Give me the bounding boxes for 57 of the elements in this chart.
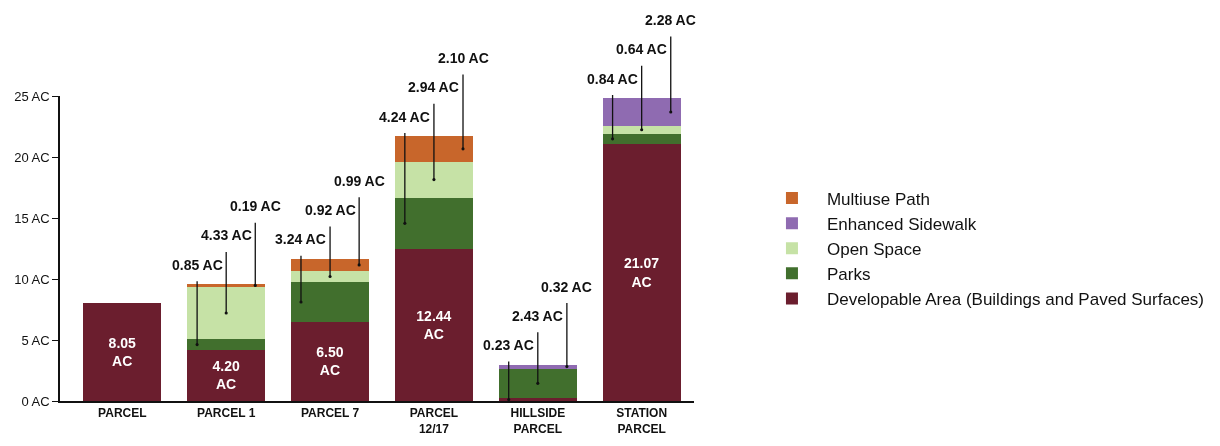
bar xyxy=(187,339,266,350)
y-tick-label: 0 AC xyxy=(21,393,50,409)
data-label: 0.64 AC xyxy=(616,41,667,57)
bar xyxy=(394,161,473,198)
data-label: 4.24 AC xyxy=(379,109,430,125)
x-tick-label: PARCEL 1 xyxy=(197,406,256,421)
data-label: 8.05 AC xyxy=(108,334,137,369)
data-label: 12.44 AC xyxy=(416,308,452,343)
bar xyxy=(187,349,266,401)
data-label: 0.92 AC xyxy=(305,202,356,218)
bar xyxy=(602,125,681,134)
data-label: 0.84 AC xyxy=(587,71,638,87)
bar xyxy=(394,249,473,401)
x-tick-label: PARCEL 7 xyxy=(300,406,360,421)
data-label: 2.43 AC xyxy=(512,308,563,324)
bar xyxy=(394,136,473,162)
data-label: 2.10 AC xyxy=(438,50,489,66)
y-tick-label: 5 AC xyxy=(21,332,50,348)
bar xyxy=(602,133,681,144)
data-label: 4.33 AC xyxy=(201,227,252,243)
bar xyxy=(291,321,370,401)
bar xyxy=(498,364,577,369)
bar xyxy=(187,286,266,340)
legend-label: Enhanced Sidewalk xyxy=(826,214,977,234)
data-label: 2.94 AC xyxy=(408,79,459,95)
bar xyxy=(291,258,370,271)
bar xyxy=(602,98,681,126)
y-tick-label: 10 AC xyxy=(14,271,50,287)
legend-label: Multiuse Path xyxy=(826,189,930,209)
data-label: 0.85 AC xyxy=(172,257,223,273)
y-tick-label: 20 AC xyxy=(14,149,50,165)
bar xyxy=(291,282,370,322)
x-tick-label: HILLSIDE PARCEL xyxy=(510,406,566,436)
data-label: 0.23 AC xyxy=(483,337,534,353)
bar xyxy=(498,368,577,399)
x-tick-label: PARCEL 12/17 xyxy=(409,406,459,436)
data-label: 3.24 AC xyxy=(275,231,326,247)
legend-label: Open Space xyxy=(826,239,922,259)
data-label: 2.28 AC xyxy=(645,12,696,28)
x-tick-label: STATION PARCEL xyxy=(616,406,668,436)
bar xyxy=(498,398,577,401)
data-label: 0.99 AC xyxy=(334,173,385,189)
bar xyxy=(602,143,681,401)
data-label: 0.32 AC xyxy=(541,279,592,295)
bar xyxy=(83,302,162,401)
data-label: 6.50 AC xyxy=(316,344,344,379)
data-label: 4.20 AC xyxy=(212,358,240,393)
y-tick-label: 15 AC xyxy=(14,210,50,226)
bar xyxy=(394,197,473,250)
bar xyxy=(187,284,266,287)
y-tick-label: 25 AC xyxy=(14,88,50,104)
legend-label: Developable Area (Buildings and Paved Surfaces) xyxy=(826,290,1205,310)
data-label: 21.07 AC xyxy=(624,255,660,290)
data-label: 0.19 AC xyxy=(230,198,281,214)
bar xyxy=(291,270,370,283)
x-tick-label: PARCEL xyxy=(98,406,147,421)
legend-label: Parks xyxy=(826,264,871,284)
